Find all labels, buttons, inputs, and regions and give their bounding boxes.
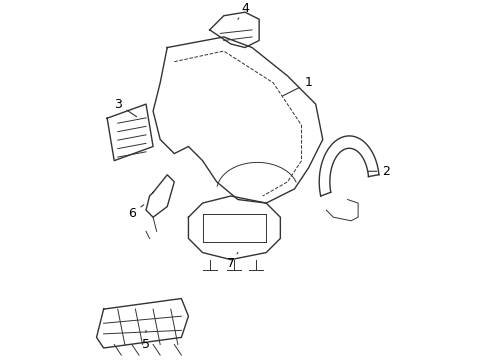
- Text: 4: 4: [238, 2, 249, 19]
- Text: 7: 7: [227, 253, 238, 270]
- Text: 3: 3: [114, 98, 137, 117]
- Text: 6: 6: [128, 205, 144, 220]
- Text: 1: 1: [283, 76, 313, 96]
- Text: 2: 2: [368, 165, 391, 178]
- Text: 5: 5: [142, 330, 150, 351]
